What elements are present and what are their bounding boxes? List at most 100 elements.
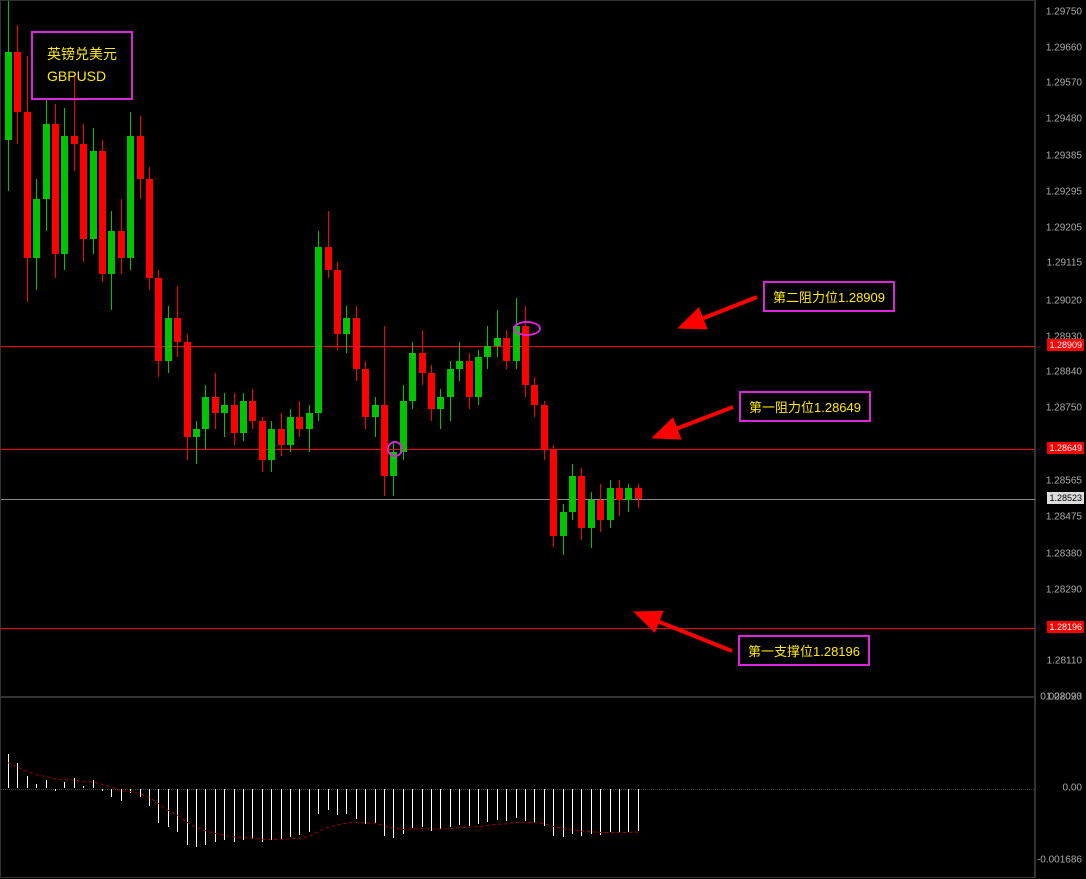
macd-histogram-bar [572,789,573,834]
macd-histogram-bar [290,789,291,837]
macd-histogram-bar [64,782,65,788]
current-price-label: 1.28523 [1047,492,1084,504]
macd-histogram-bar [619,789,620,834]
chart-title-box: 英镑兑美元GBPUSD [31,31,133,100]
macd-histogram-bar [234,789,235,843]
macd-histogram-bar [638,789,639,831]
y-axis-label: 1.29295 [1046,187,1082,198]
macd-histogram-bar [412,789,413,829]
y-axis-label: 1.28110 [1047,656,1082,667]
macd-histogram-bar [403,789,404,834]
y-axis-label: 1.29115 [1047,258,1082,269]
macd-histogram-bar [215,789,216,843]
y-axis-label: 1.28380 [1046,549,1082,560]
level-price-label: 1.28909 [1047,339,1084,351]
macd-histogram-bar [356,789,357,819]
macd-histogram-bar [544,789,545,827]
y-axis-label: 1.28565 [1046,476,1082,487]
macd-histogram-bar [628,789,629,832]
y-axis-label: 1.28290 [1046,585,1082,596]
macd-histogram-bar [553,789,554,836]
macd-histogram-bar [516,789,517,818]
macd-histogram-bar [130,789,131,793]
macd-histogram-bar [36,784,37,788]
macd-histogram-bar [121,789,122,802]
macd-histogram-bar [140,789,141,798]
macd-histogram-bar [610,789,611,833]
macd-histogram-bar [262,789,263,843]
level-label-box: 第一支撑位1.28196 [738,635,870,666]
macd-histogram-bar [224,789,225,841]
macd-histogram-bar [346,789,347,815]
arrow-annotation [655,407,733,437]
macd-histogram-bar [27,776,28,789]
horizontal-level-line [1,628,1036,629]
macd-histogram-bar [74,778,75,789]
macd-histogram-bar [440,789,441,830]
macd-histogram-bar [581,789,582,836]
y-axis-label: 1.29205 [1046,222,1082,233]
macd-histogram-bar [158,789,159,823]
macd-histogram-bar [187,789,188,845]
macd-histogram-bar [83,786,84,788]
horizontal-level-line [1,499,1036,500]
indicator-y-label: 0.00 [1063,782,1082,793]
macd-histogram-bar [149,789,150,806]
macd-histogram-bar [393,789,394,839]
y-axis-label: 1.28750 [1046,402,1082,413]
macd-histogram-bar [177,789,178,832]
macd-histogram-bar [591,789,592,834]
macd-histogram-bar [525,789,526,821]
macd-histogram-bar [309,789,310,833]
macd-histogram-bar [205,789,206,845]
main-chart-panel[interactable]: 英镑兑美元GBPUSD 第二阻力位1.28909 第一阻力位1.28649 第一支撑位… [0,0,1035,697]
level-price-label: 1.28649 [1047,442,1084,454]
macd-histogram-bar [384,789,385,836]
macd-histogram-bar [243,789,244,841]
y-axis-label: 1.29480 [1046,113,1082,124]
ellipse-annotation [387,441,403,457]
macd-histogram-bar [534,789,535,823]
macd-histogram-bar [478,789,479,824]
indicator-y-label: 0.002093 [1040,692,1082,703]
y-axis-label: 1.29020 [1046,295,1082,306]
chart-container: 英镑兑美元GBPUSD 第二阻力位1.28909 第一阻力位1.28649 第一支撑位… [0,0,1086,878]
ellipse-annotation [513,321,541,336]
macd-histogram-bar [93,780,94,789]
indicator-panel[interactable] [0,697,1035,878]
macd-histogram-bar [271,789,272,841]
macd-histogram-bar [459,789,460,826]
macd-histogram-bar [111,789,112,798]
level-label-box: 第一阻力位1.28649 [739,391,871,422]
horizontal-level-line [1,449,1036,450]
macd-histogram-bar [252,789,253,840]
y-axis-label: 1.29660 [1046,42,1082,53]
macd-histogram-bar [17,763,18,789]
macd-histogram-bar [46,780,47,789]
macd-histogram-bar [506,789,507,821]
macd-histogram-bar [365,789,366,824]
macd-histogram-bar [375,789,376,823]
y-axis-label: 1.29750 [1046,6,1082,17]
title-line2: GBPUSD [47,65,117,87]
macd-histogram-bar [281,789,282,840]
macd-histogram-bar [328,789,329,811]
macd-histogram-bar [422,789,423,828]
y-axis-label: 1.28840 [1046,367,1082,378]
macd-histogram-bar [563,789,564,837]
macd-histogram-bar [469,789,470,827]
macd-histogram-bar [8,754,9,788]
macd-histogram-bar [600,789,601,836]
macd-histogram-bar [196,789,197,847]
macd-histogram-bar [102,789,103,791]
macd-histogram-bar [431,789,432,831]
arrow-annotation [681,297,757,327]
indicator-y-label: -0.001686 [1037,855,1082,866]
y-axis-label: 1.28475 [1046,511,1082,522]
macd-histogram-bar [337,789,338,816]
macd-histogram-bar [318,789,319,815]
macd-histogram-bar [497,789,498,820]
macd-histogram-bar [450,789,451,827]
arrow-annotation [637,613,732,651]
level-label-box: 第二阻力位1.28909 [763,281,895,312]
